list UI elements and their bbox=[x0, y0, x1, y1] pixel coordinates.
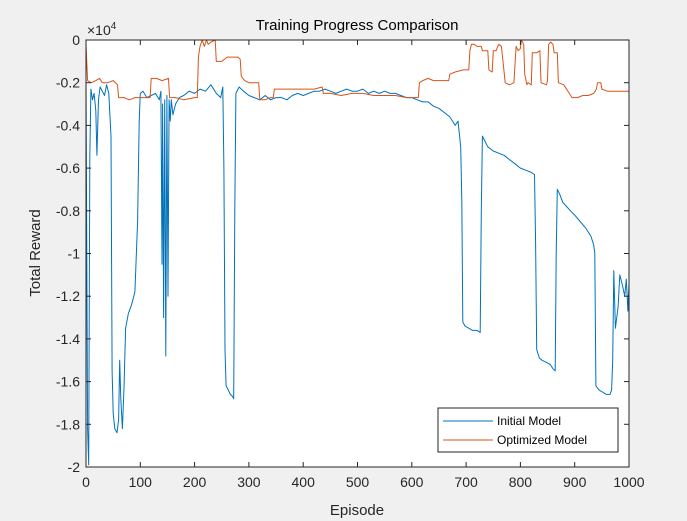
x-tick-label: 400 bbox=[292, 474, 316, 490]
y-tick-label: -1.2 bbox=[56, 288, 80, 304]
tick-layer: 0 100 200 300 400 500 600 700 800 900 1000 0 -0.2 -0.… bbox=[56, 32, 645, 490]
x-tick-label: 100 bbox=[129, 474, 153, 490]
x-tick-label: 800 bbox=[509, 474, 533, 490]
y-tick-label: -1.8 bbox=[56, 416, 80, 432]
y-axis-label: Total Reward bbox=[27, 209, 44, 297]
x-tick-label: 200 bbox=[183, 474, 207, 490]
x-tick-label: 500 bbox=[346, 474, 370, 490]
y-tick-label: -0.6 bbox=[56, 160, 80, 176]
y-tick-label: -0.4 bbox=[56, 117, 80, 133]
x-tick-label: 300 bbox=[237, 474, 261, 490]
y-tick-label: -2 bbox=[68, 459, 81, 475]
legend-label-optimized: Optimized Model bbox=[497, 433, 587, 447]
y-tick-label: -0.2 bbox=[56, 75, 80, 91]
legend: Initial Model Optimized Model bbox=[437, 407, 619, 453]
y-exponent-base: ×10 bbox=[87, 22, 111, 38]
y-tick-label: -1.6 bbox=[56, 374, 80, 390]
x-tick-label: 600 bbox=[400, 474, 424, 490]
x-tick-label: 1000 bbox=[613, 474, 644, 490]
y-tick-label: 0 bbox=[72, 32, 80, 48]
series-layer bbox=[85, 39, 630, 466]
legend-box bbox=[437, 407, 619, 453]
plot-area bbox=[86, 40, 629, 467]
x-tick-label: 0 bbox=[82, 474, 90, 490]
x-tick-label: 900 bbox=[563, 474, 587, 490]
legend-label-initial: Initial Model bbox=[497, 414, 561, 428]
y-tick-label: -0.8 bbox=[56, 203, 80, 219]
series-line-initial-model bbox=[85, 78, 630, 466]
y-tick-label: -1.4 bbox=[56, 331, 80, 347]
x-tick-label: 700 bbox=[454, 474, 478, 490]
chart-title: Training Progress Comparison bbox=[256, 17, 459, 34]
y-exponent-power: 4 bbox=[111, 21, 117, 32]
series-line-optimized-model bbox=[85, 39, 629, 101]
x-axis-label: Episode bbox=[330, 502, 384, 519]
y-tick-label: -1 bbox=[68, 246, 81, 262]
y-exponent-label: ×104 bbox=[87, 21, 117, 38]
